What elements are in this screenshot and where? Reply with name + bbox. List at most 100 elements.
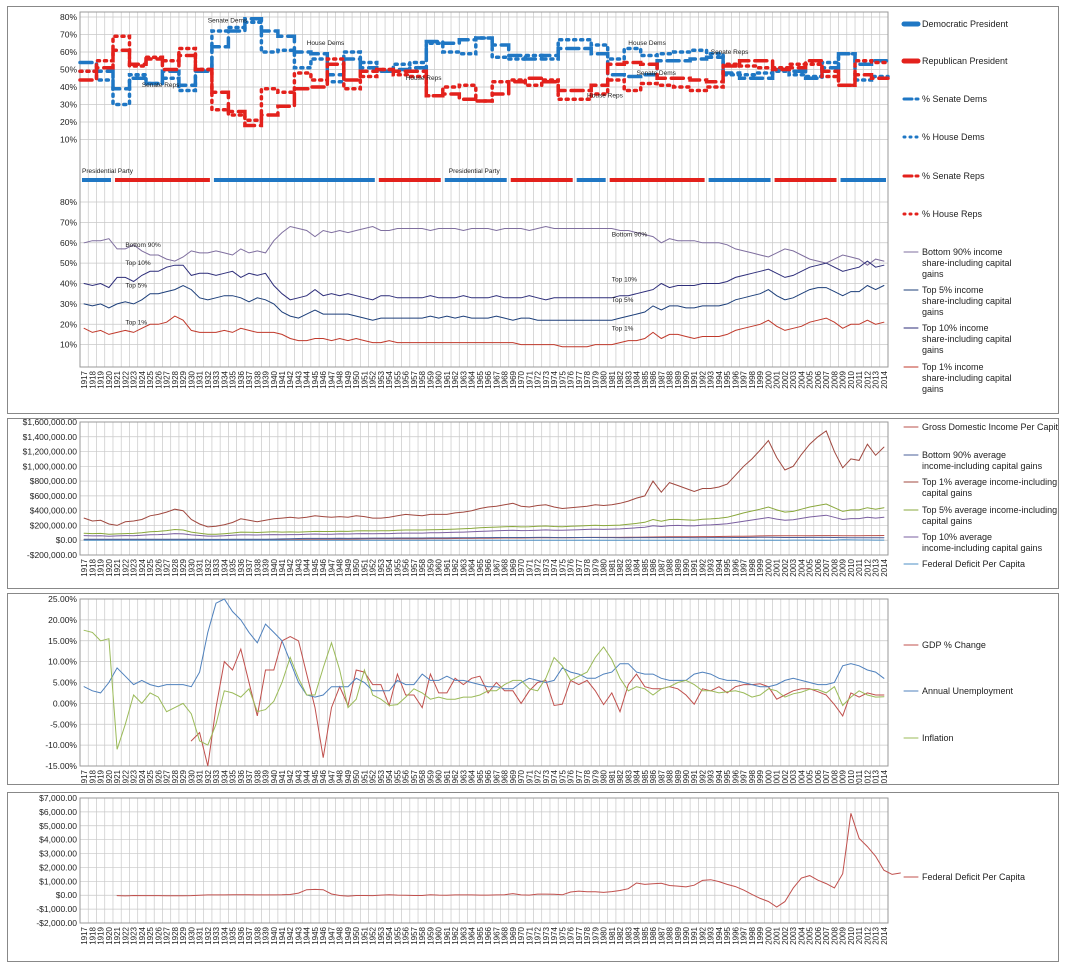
x-tick-label: 1925 [146, 769, 155, 784]
x-tick-label: 1952 [369, 926, 378, 944]
series-top-5-income-share-including-capital-gains [83, 284, 885, 321]
x-tick-label: 1979 [591, 926, 600, 944]
x-tick-label: 1926 [154, 769, 163, 784]
legend-label: Top 5% income [922, 285, 984, 295]
x-tick-label: 1951 [360, 926, 369, 944]
x-tick-label: 1941 [278, 558, 287, 576]
y-tick-label: 40% [60, 82, 77, 92]
x-tick-label: 1966 [484, 558, 493, 576]
x-tick-label: 2000 [764, 370, 773, 388]
x-tick-label: 2010 [847, 769, 856, 784]
x-tick-label: 1990 [682, 370, 691, 388]
x-tick-label: 1956 [402, 558, 411, 576]
x-tick-label: 1995 [723, 558, 732, 576]
x-tick-label: 1980 [600, 926, 609, 944]
x-tick-label: 1983 [624, 558, 633, 576]
x-tick-label: 1935 [229, 926, 238, 944]
x-tick-label: 1999 [756, 558, 765, 576]
y-tick-label: 0.00% [53, 698, 78, 708]
x-tick-label: 1931 [196, 370, 205, 388]
x-tick-label: 1958 [418, 370, 427, 388]
x-tick-label: 1936 [237, 370, 246, 388]
legend-label: gains [922, 384, 944, 394]
legend-label: Annual Unemployment [922, 686, 1014, 696]
x-tick-label: 2008 [830, 926, 839, 944]
x-tick-label: 1976 [567, 558, 576, 576]
x-tick-label: 1925 [146, 370, 155, 388]
series-top-1-average-income-including-capital-gains [83, 430, 885, 528]
x-tick-label: 1981 [608, 370, 617, 388]
x-tick-label: 1973 [542, 558, 551, 576]
x-tick-label: 2013 [872, 926, 881, 944]
series-top-5-average-income-including-capital-gains [83, 503, 885, 535]
x-tick-label: 1921 [113, 926, 122, 944]
x-tick-label: 1991 [690, 769, 699, 784]
x-tick-label: 1953 [377, 370, 386, 388]
x-tick-label: 1959 [426, 926, 435, 944]
x-tick-label: 1994 [715, 370, 724, 388]
y-tick-label: 20.00% [48, 615, 77, 625]
x-tick-label: 1939 [262, 769, 271, 784]
x-tick-label: 1947 [327, 926, 336, 944]
y-tick-label: -$1,000.00 [36, 904, 77, 914]
x-tick-label: 1938 [253, 769, 262, 784]
x-tick-label: 2009 [839, 769, 848, 784]
x-tick-label: 1980 [600, 370, 609, 388]
x-tick-label: 1927 [163, 370, 172, 388]
legend-label: share-including capital [922, 334, 1012, 344]
x-tick-label: 2013 [872, 370, 881, 388]
legend-label: % House Dems [922, 132, 985, 142]
x-tick-label: 1991 [690, 926, 699, 944]
x-tick-label: 1943 [294, 370, 303, 388]
x-tick-label: 1964 [468, 926, 477, 944]
y-tick-label: $1,600,000.00 [23, 419, 78, 427]
x-tick-label: 1922 [121, 558, 130, 576]
x-tick-label: 2006 [814, 769, 823, 784]
x-tick-label: 1925 [146, 558, 155, 576]
x-tick-label: 1956 [402, 926, 411, 944]
series-top-1-income-share-including-capital-gains [83, 315, 885, 348]
x-tick-label: 1924 [138, 769, 147, 784]
x-tick-label: 2002 [781, 769, 790, 784]
y-tick-label: $5,000.00 [39, 821, 77, 831]
x-tick-label: 1982 [616, 370, 625, 388]
x-tick-label: 1962 [451, 558, 460, 576]
x-tick-label: 1932 [204, 558, 213, 576]
x-tick-label: 1956 [402, 769, 411, 784]
x-tick-label: 1990 [682, 769, 691, 784]
y-tick-label: 10.00% [48, 657, 77, 667]
x-tick-label: 1981 [608, 558, 617, 576]
x-tick-label: 1974 [550, 558, 559, 576]
x-tick-label: 1988 [666, 769, 675, 784]
x-tick-label: 1964 [468, 370, 477, 388]
x-tick-label: 2013 [872, 558, 881, 576]
x-tick-label: 1942 [286, 769, 295, 784]
y-tick-label: -$200,000.00 [27, 550, 77, 560]
x-tick-label: 1918 [88, 769, 97, 784]
x-tick-label: 1997 [740, 926, 749, 944]
x-tick-label: 1933 [212, 370, 221, 388]
x-tick-label: 1929 [179, 769, 188, 784]
x-tick-label: 1932 [204, 769, 213, 784]
x-tick-label: 1930 [187, 769, 196, 784]
x-tick-label: 1931 [196, 769, 205, 784]
x-tick-label: 1978 [583, 926, 592, 944]
x-tick-label: 1969 [509, 370, 518, 388]
x-tick-label: 1953 [377, 926, 386, 944]
x-tick-label: 2006 [814, 926, 823, 944]
x-tick-label: 1922 [121, 370, 130, 388]
x-tick-label: 1985 [641, 558, 650, 576]
x-tick-label: 1998 [748, 558, 757, 576]
x-tick-label: 1955 [393, 769, 402, 784]
x-tick-label: 1969 [509, 558, 518, 576]
x-tick-label: 1973 [542, 926, 551, 944]
chart-politics-income-share: 80% 70% 60% 50% 40% 30% 20% 10% 80% 70% 60% 50% 40% 3… [60, 11, 1012, 394]
x-tick-label: 1952 [369, 769, 378, 784]
x-tick-label: 1970 [517, 370, 526, 388]
x-tick-label: 1917 [80, 769, 89, 784]
x-tick-label: 1965 [476, 558, 485, 576]
x-tick-label: 1930 [187, 926, 196, 944]
x-tick-label: 1930 [187, 370, 196, 388]
x-tick-label: 1937 [245, 370, 254, 388]
x-tick-label: 1968 [501, 769, 510, 784]
